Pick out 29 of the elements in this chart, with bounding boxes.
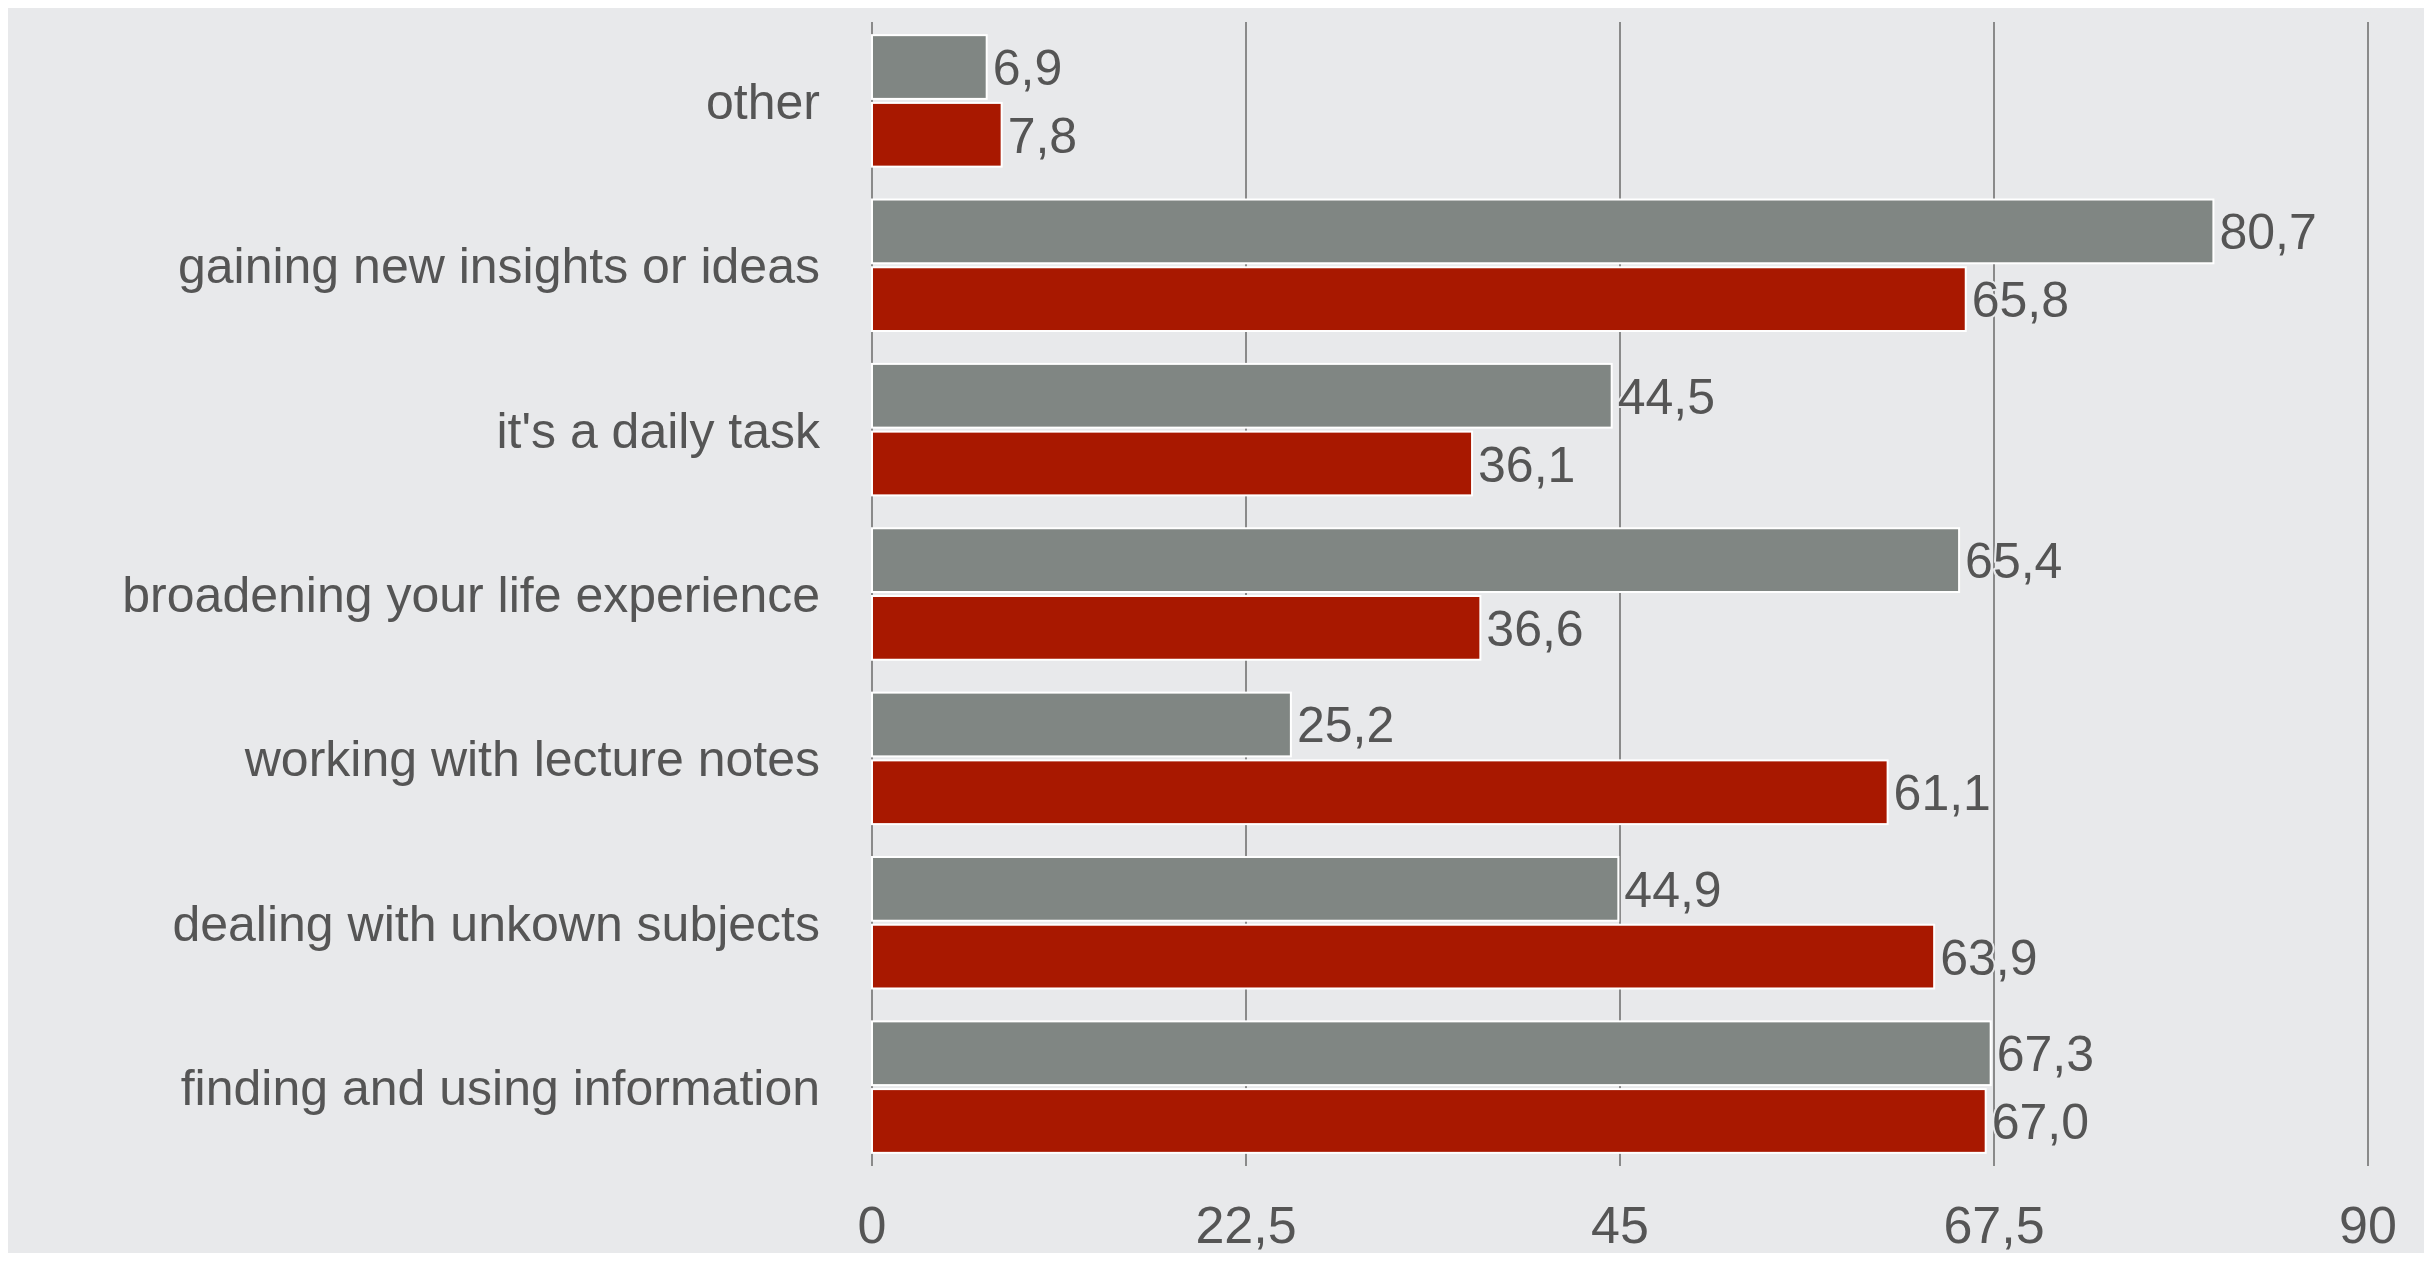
x-tick-label: 67,5 <box>1943 1196 2045 1254</box>
data-label: 6,9 <box>992 40 1063 97</box>
y-tick-label: working with lecture notes <box>243 731 820 788</box>
bar <box>871 923 1936 990</box>
data-label: 61,1 <box>1893 765 1991 822</box>
data-label: 36,6 <box>1486 600 1584 657</box>
data-label: 44,9 <box>1624 861 1722 918</box>
bar <box>871 759 1889 826</box>
y-tick-label: gaining new insights or ideas <box>177 238 820 295</box>
data-label: 36,1 <box>1478 436 1576 493</box>
bar <box>871 430 1474 497</box>
y-tick-label: other <box>706 73 820 130</box>
y-tick-label: broadening your life experience <box>122 567 820 623</box>
data-label: 80,7 <box>2219 204 2317 261</box>
bar <box>871 1088 1987 1154</box>
data-label: 7,8 <box>1007 107 1078 164</box>
bar <box>871 595 1482 661</box>
x-tick-label: 45 <box>1591 1196 1649 1254</box>
bar <box>871 34 988 100</box>
bar <box>871 101 1003 168</box>
x-tick-label: 90 <box>2339 1196 2397 1254</box>
data-label: 25,2 <box>1296 697 1395 754</box>
x-tick-label: 22,5 <box>1195 1196 1297 1254</box>
y-tick-label: dealing with unkown subjects <box>172 895 820 952</box>
bar <box>871 266 1967 333</box>
y-tick-label: finding and using information <box>180 1060 820 1117</box>
x-tick-label: 0 <box>857 1196 887 1254</box>
data-label: 67,3 <box>1996 1026 2094 1083</box>
y-tick-label: it's a daily task <box>496 402 821 459</box>
